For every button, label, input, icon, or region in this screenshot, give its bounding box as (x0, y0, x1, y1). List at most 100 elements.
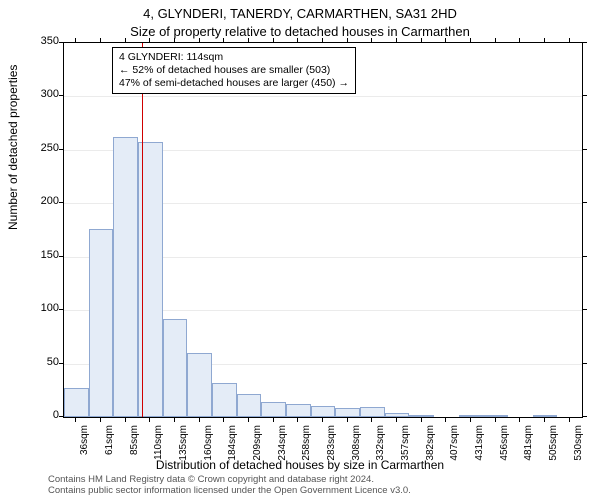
x-tick-mark (223, 418, 224, 422)
x-tick-label: 110sqm (153, 425, 164, 475)
x-tick-mark (544, 418, 545, 422)
x-tick-mark (100, 38, 101, 42)
x-tick-label: 481sqm (523, 425, 534, 475)
y-tick-mark (583, 149, 587, 150)
x-tick-label: 234sqm (277, 425, 288, 475)
x-tick-mark (371, 418, 372, 422)
x-tick-label: 505sqm (548, 425, 559, 475)
y-tick-mark (583, 202, 587, 203)
x-tick-mark (223, 38, 224, 42)
x-tick-mark (544, 38, 545, 42)
histogram-bar (113, 137, 138, 417)
x-tick-label: 382sqm (425, 425, 436, 475)
x-tick-mark (149, 38, 150, 42)
y-tick-mark (583, 363, 587, 364)
histogram-bar (286, 404, 311, 417)
x-tick-mark (445, 418, 446, 422)
x-tick-label: 308sqm (351, 425, 362, 475)
x-tick-mark (421, 418, 422, 422)
histogram-bar (212, 383, 237, 417)
y-tick-mark (59, 202, 63, 203)
marker-line (142, 43, 143, 417)
x-tick-mark (519, 418, 520, 422)
histogram-bar (261, 402, 286, 417)
histogram-bar (409, 415, 434, 417)
x-tick-mark (322, 38, 323, 42)
y-tick-mark (583, 256, 587, 257)
x-tick-mark (125, 418, 126, 422)
histogram-bar (187, 353, 212, 417)
x-tick-mark (495, 418, 496, 422)
x-tick-mark (297, 38, 298, 42)
x-tick-label: 407sqm (449, 425, 460, 475)
x-tick-mark (569, 38, 570, 42)
y-tick-mark (583, 95, 587, 96)
y-tick-mark (59, 363, 63, 364)
chart-title: Size of property relative to detached ho… (0, 24, 600, 39)
x-tick-mark (149, 418, 150, 422)
x-tick-mark (75, 38, 76, 42)
x-tick-mark (322, 418, 323, 422)
x-tick-mark (569, 418, 570, 422)
chart-supertitle: 4, GLYNDERI, TANERDY, CARMARTHEN, SA31 2… (0, 6, 600, 21)
x-tick-label: 160sqm (203, 425, 214, 475)
histogram-bar (335, 408, 360, 417)
x-tick-mark (297, 418, 298, 422)
annotation-line-1: 4 GLYNDERI: 114sqm (119, 51, 349, 64)
y-tick-mark (59, 309, 63, 310)
y-tick-label: 0 (35, 409, 59, 421)
x-tick-mark (248, 418, 249, 422)
x-tick-mark (445, 38, 446, 42)
x-tick-label: 61sqm (104, 425, 115, 475)
y-tick-label: 250 (35, 142, 59, 154)
x-tick-mark (199, 418, 200, 422)
x-tick-label: 357sqm (400, 425, 411, 475)
x-axis-label: Distribution of detached houses by size … (0, 458, 600, 472)
y-tick-label: 50 (35, 356, 59, 368)
histogram-bar (237, 394, 262, 418)
x-tick-label: 456sqm (499, 425, 510, 475)
histogram-bar (89, 229, 114, 417)
footnote: Contains HM Land Registry data © Crown c… (48, 475, 411, 497)
x-tick-mark (75, 418, 76, 422)
y-tick-label: 200 (35, 195, 59, 207)
y-tick-mark (59, 416, 63, 417)
x-tick-mark (199, 38, 200, 42)
y-tick-label: 300 (35, 88, 59, 100)
x-tick-label: 184sqm (227, 425, 238, 475)
x-tick-mark (396, 418, 397, 422)
histogram-bar (533, 415, 558, 417)
y-tick-mark (59, 149, 63, 150)
y-tick-mark (59, 42, 63, 43)
x-tick-mark (174, 418, 175, 422)
x-tick-mark (421, 38, 422, 42)
x-tick-label: 209sqm (252, 425, 263, 475)
footnote-line-2: Contains public sector information licen… (48, 486, 411, 497)
x-tick-mark (396, 38, 397, 42)
y-tick-mark (59, 256, 63, 257)
y-tick-label: 100 (35, 302, 59, 314)
x-tick-mark (125, 38, 126, 42)
x-tick-label: 332sqm (375, 425, 386, 475)
x-tick-mark (273, 38, 274, 42)
y-tick-mark (583, 416, 587, 417)
x-tick-label: 36sqm (79, 425, 90, 475)
annotation-box: 4 GLYNDERI: 114sqm ← 52% of detached hou… (112, 47, 356, 94)
x-tick-mark (371, 38, 372, 42)
x-tick-mark (495, 38, 496, 42)
annotation-line-3: 47% of semi-detached houses are larger (… (119, 77, 349, 90)
x-tick-mark (273, 418, 274, 422)
x-tick-label: 258sqm (301, 425, 312, 475)
x-tick-label: 431sqm (474, 425, 485, 475)
x-tick-mark (100, 418, 101, 422)
histogram-bar (360, 407, 385, 417)
histogram-bar (64, 388, 89, 417)
x-tick-label: 530sqm (573, 425, 584, 475)
x-tick-mark (519, 38, 520, 42)
y-tick-label: 350 (35, 35, 59, 47)
histogram-bar (311, 406, 336, 417)
x-tick-label: 135sqm (178, 425, 189, 475)
plot-area: 4 GLYNDERI: 114sqm ← 52% of detached hou… (63, 42, 583, 418)
x-tick-mark (470, 38, 471, 42)
x-tick-mark (470, 418, 471, 422)
